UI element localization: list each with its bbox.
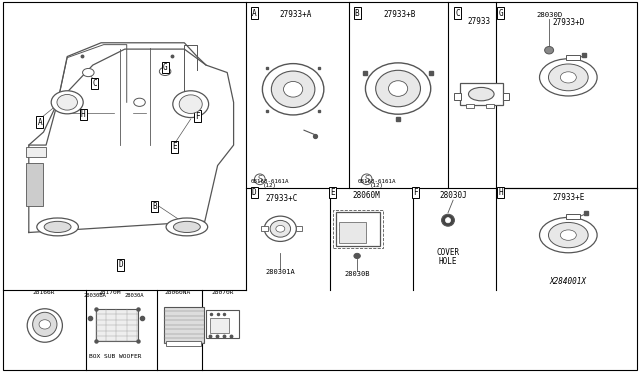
Text: 28166R: 28166R (32, 290, 55, 295)
Ellipse shape (365, 63, 431, 114)
Ellipse shape (561, 72, 577, 83)
Bar (261, 226, 268, 231)
Bar (486, 104, 494, 108)
Text: (12): (12) (370, 183, 384, 189)
Ellipse shape (540, 217, 597, 253)
Text: 28030D: 28030D (536, 12, 563, 18)
Ellipse shape (44, 221, 71, 232)
Bar (206, 310, 239, 338)
Ellipse shape (36, 218, 78, 236)
Text: E: E (330, 188, 335, 197)
Text: G: G (498, 9, 503, 17)
Ellipse shape (548, 64, 588, 91)
Ellipse shape (57, 94, 77, 110)
Ellipse shape (376, 70, 420, 107)
Bar (26, 163, 43, 206)
Bar (566, 55, 580, 60)
Ellipse shape (134, 98, 145, 106)
Text: X284001X: X284001X (550, 278, 587, 286)
Text: 28030J: 28030J (439, 191, 467, 200)
Text: 27933+E: 27933+E (552, 193, 584, 202)
Text: 27933+C: 27933+C (266, 194, 298, 203)
Text: 280301A: 280301A (266, 269, 295, 275)
Text: 08168-6161A: 08168-6161A (251, 179, 289, 184)
Ellipse shape (442, 214, 454, 226)
Text: HOLE: HOLE (439, 257, 457, 266)
Text: 27933+A: 27933+A (280, 10, 312, 19)
Ellipse shape (166, 218, 207, 236)
Text: BOX SUB WOOFER: BOX SUB WOOFER (89, 354, 141, 359)
Bar (339, 222, 366, 243)
Bar (26, 147, 46, 157)
Text: D: D (118, 260, 123, 269)
Ellipse shape (270, 220, 291, 237)
Ellipse shape (28, 309, 63, 342)
Text: C: C (92, 79, 97, 88)
Text: C: C (455, 9, 460, 17)
Bar (566, 214, 580, 219)
Bar (333, 210, 383, 248)
Bar (210, 318, 229, 333)
Text: 27933+B: 27933+B (383, 10, 415, 19)
Bar (296, 226, 302, 231)
Ellipse shape (264, 216, 296, 241)
Ellipse shape (561, 230, 577, 240)
Text: (12): (12) (263, 183, 277, 189)
Text: H: H (498, 188, 503, 197)
Text: D: D (252, 188, 257, 197)
Ellipse shape (33, 312, 57, 336)
Text: G: G (163, 63, 168, 72)
Ellipse shape (388, 81, 408, 96)
Ellipse shape (468, 87, 494, 101)
Text: B: B (355, 9, 360, 17)
Text: 28170M: 28170M (99, 290, 122, 295)
Ellipse shape (173, 91, 209, 118)
Ellipse shape (445, 218, 451, 223)
Text: 27933: 27933 (467, 17, 490, 26)
Ellipse shape (262, 64, 324, 115)
Text: H: H (81, 110, 86, 119)
Text: A: A (37, 118, 42, 126)
Ellipse shape (548, 222, 588, 248)
Text: 28070R: 28070R (211, 290, 234, 295)
Ellipse shape (271, 71, 315, 108)
Ellipse shape (39, 320, 51, 329)
Text: S: S (257, 175, 262, 184)
Bar (164, 307, 204, 343)
Text: 28030BA: 28030BA (83, 294, 106, 298)
Text: 08168-6161A: 08168-6161A (358, 179, 396, 184)
Ellipse shape (179, 95, 202, 113)
Ellipse shape (83, 68, 94, 77)
Text: 27933+D: 27933+D (552, 18, 584, 27)
Text: F: F (413, 188, 418, 197)
Text: 28030B: 28030B (344, 271, 370, 277)
Text: B: B (152, 202, 157, 211)
Ellipse shape (540, 59, 597, 96)
Text: A: A (252, 9, 257, 17)
Text: F: F (195, 112, 200, 121)
Ellipse shape (284, 81, 303, 97)
Ellipse shape (159, 67, 171, 76)
Bar (466, 104, 474, 108)
Ellipse shape (545, 46, 554, 54)
Text: 28060M: 28060M (352, 191, 380, 200)
Text: E: E (172, 142, 177, 151)
Text: 28060NA: 28060NA (164, 290, 191, 295)
Text: S: S (364, 175, 369, 184)
Bar (454, 93, 461, 100)
Bar (96, 309, 138, 341)
Bar (336, 212, 380, 246)
Text: COVER: COVER (436, 248, 460, 257)
Bar (166, 341, 201, 346)
Ellipse shape (51, 91, 83, 114)
Bar (503, 93, 509, 100)
Text: 28030A: 28030A (125, 294, 144, 298)
Bar (460, 83, 503, 105)
Ellipse shape (276, 225, 285, 232)
Ellipse shape (354, 253, 360, 259)
Ellipse shape (173, 221, 200, 232)
